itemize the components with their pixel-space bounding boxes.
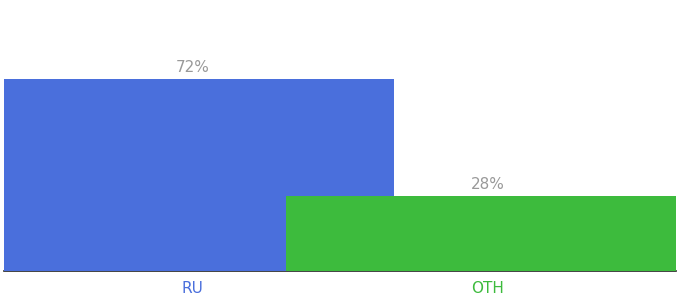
- Bar: [286, 196, 680, 271]
- Text: 72%: 72%: [175, 60, 209, 75]
- Bar: [0, 79, 394, 271]
- Text: 28%: 28%: [471, 177, 505, 192]
